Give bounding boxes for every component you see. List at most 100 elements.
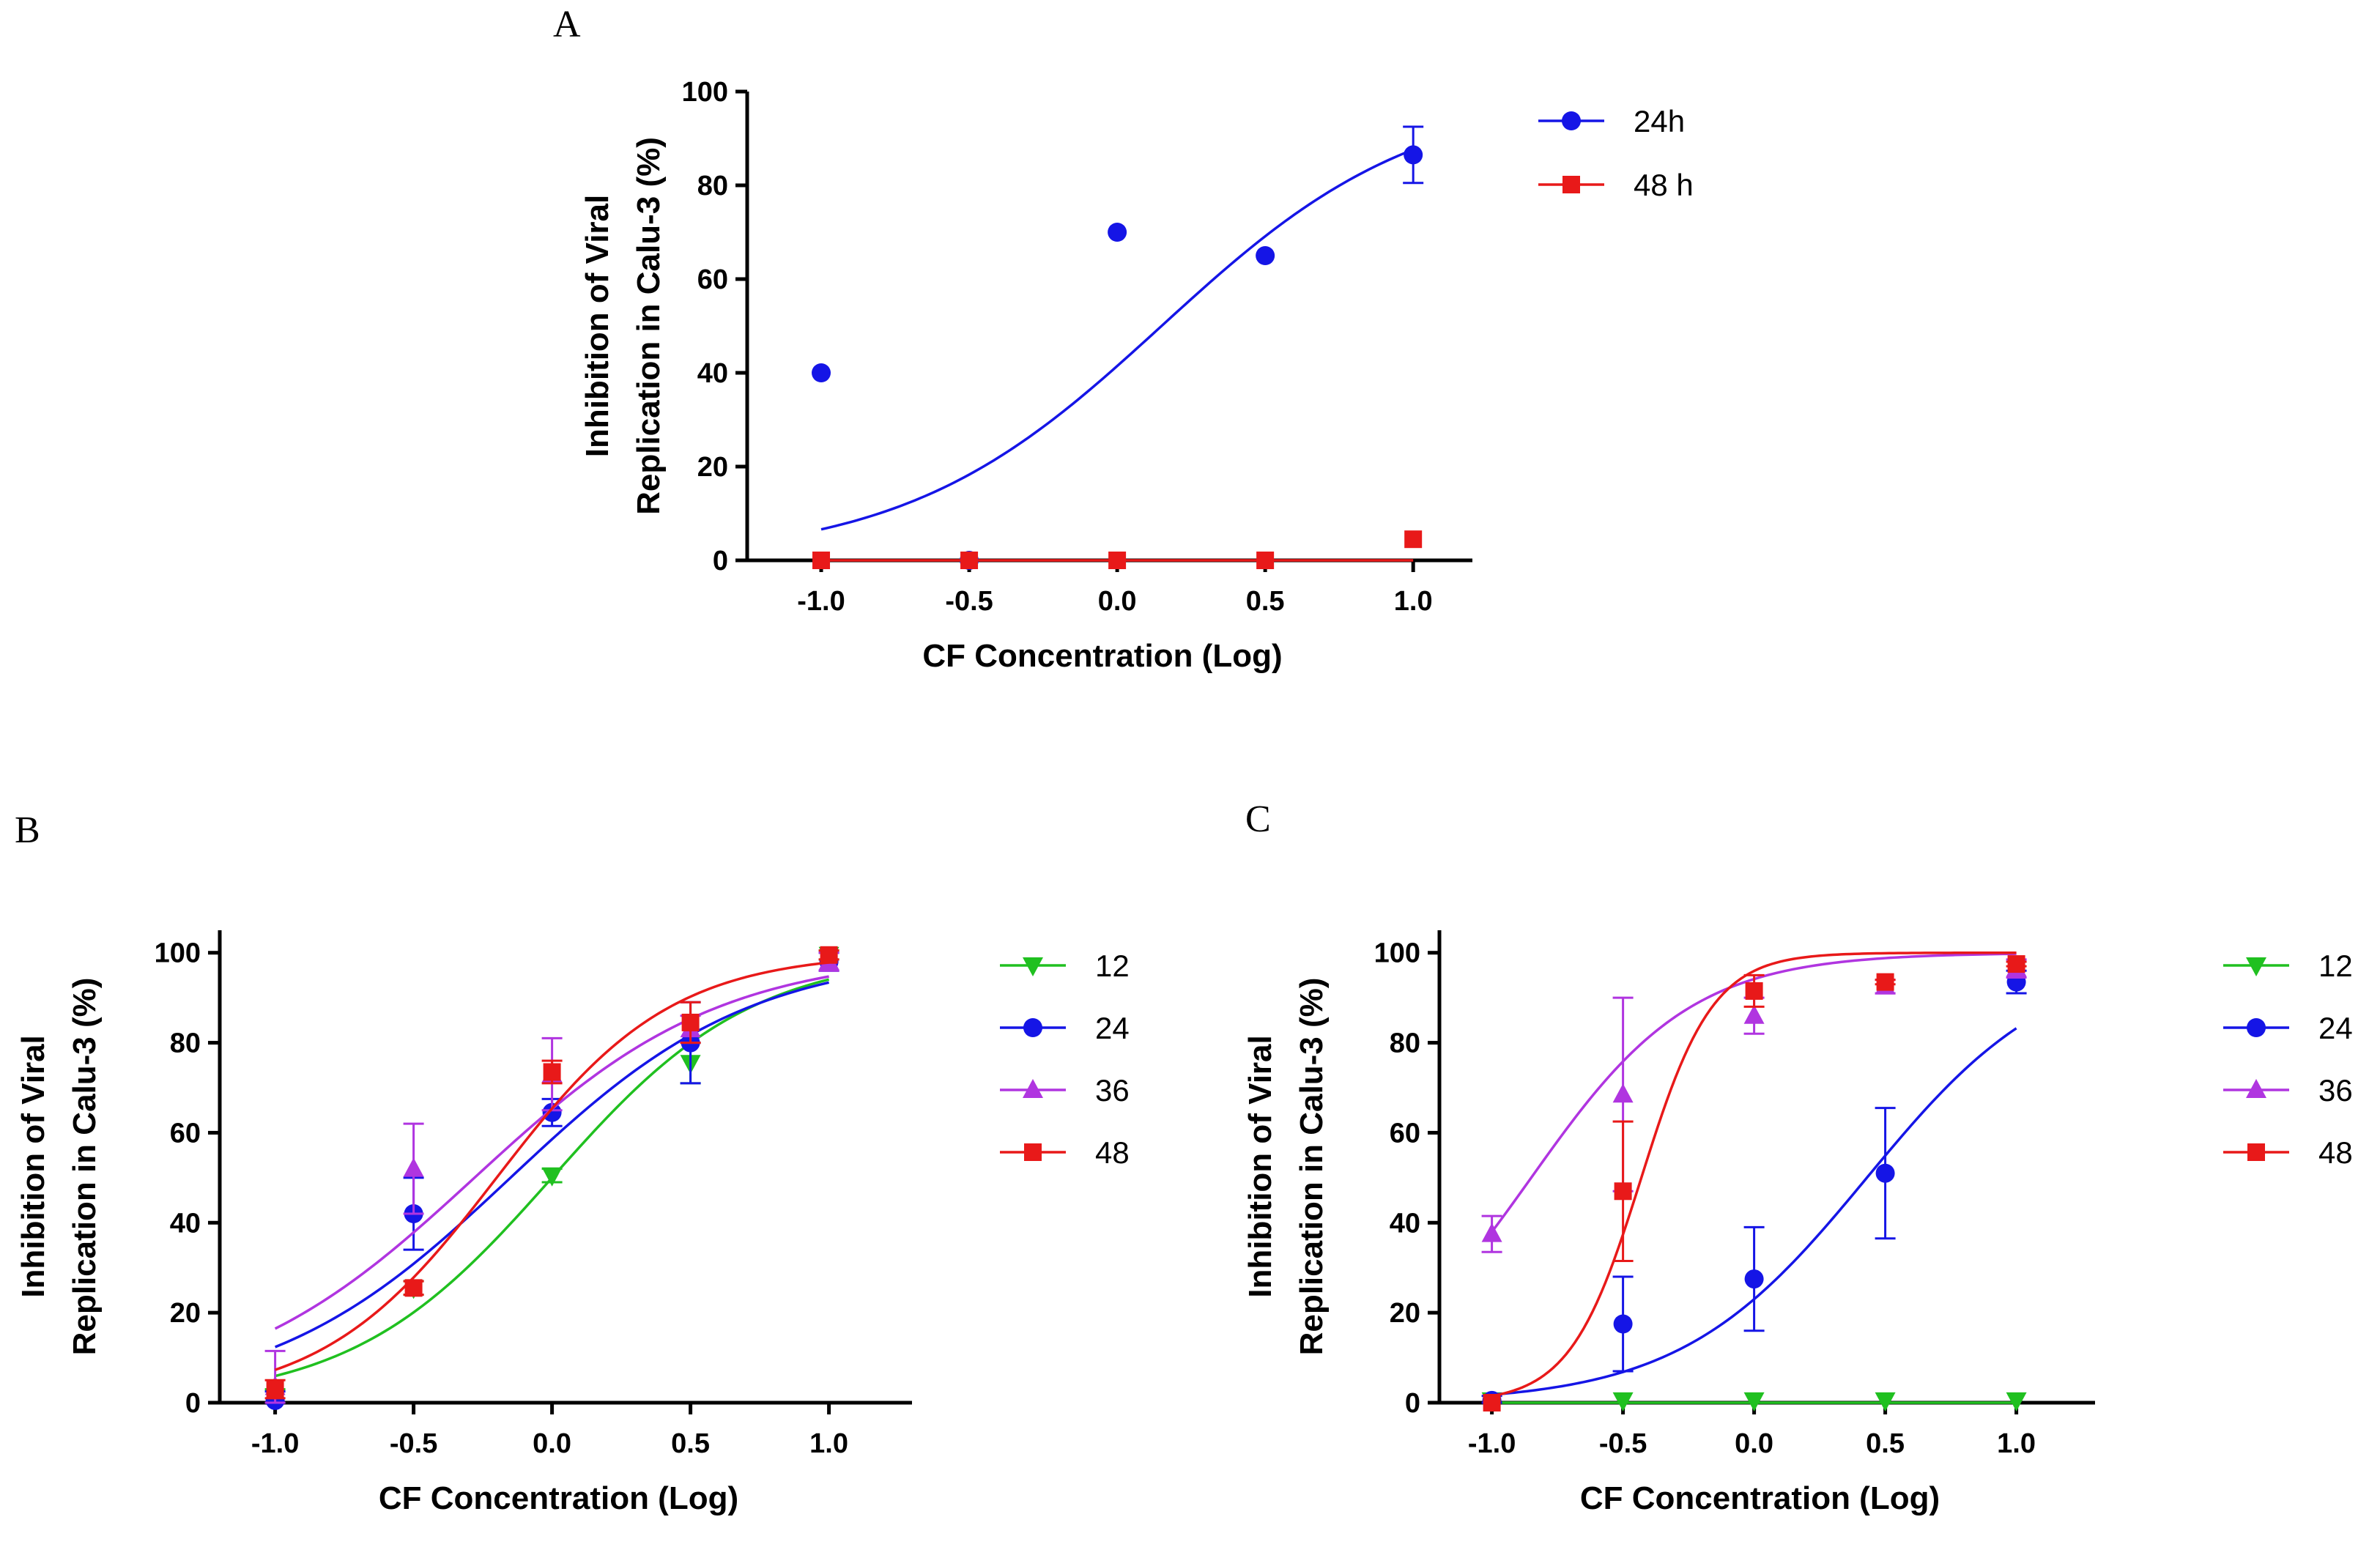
series-36: 36: [1481, 952, 2353, 1253]
legend-marker: [1023, 1018, 1042, 1037]
data-point: [960, 552, 979, 569]
legend-marker: [2247, 1018, 2266, 1037]
series-48: 48: [264, 946, 1130, 1400]
legend-label: 48 h: [1634, 168, 1694, 202]
legend-label: 12: [2318, 949, 2353, 983]
x-tick-label: -0.5: [945, 586, 993, 617]
panel-c: C 0 20 40 60 80 100 -1.0 -0.5 0.0 0.5 1.0 CF Concent…: [1242, 798, 2353, 1516]
x-tick-label: 0.0: [1735, 1428, 1773, 1459]
data-point: [1483, 1394, 1501, 1411]
series-48: 48: [1483, 951, 2353, 1411]
x-tick-label: 0.0: [1098, 586, 1137, 617]
legend-label: 24h: [1634, 104, 1685, 138]
data-point: [681, 1013, 700, 1031]
y-tick-label: 60: [1390, 1118, 1420, 1149]
y-axis-label: Inhibition of Viral: [579, 195, 615, 458]
series-12: 12: [1481, 949, 2353, 1411]
y-tick-label: 100: [1374, 938, 1420, 969]
fit-curve: [1491, 1027, 2017, 1396]
y-tick-label: 80: [697, 171, 728, 201]
y-tick-label: 40: [170, 1208, 201, 1239]
x-tick-label: 0.5: [1866, 1428, 1905, 1459]
series-24: 24: [1481, 969, 2353, 1410]
series-48h: 48 h: [812, 168, 1694, 569]
data-point: [1875, 1392, 1896, 1411]
panel-a: A 0 20 40 60 80 100 -1.0 -0.5 0.0 0.5 1.0 CF Concent…: [553, 4, 1694, 674]
legend-label: 24: [2318, 1011, 2353, 1045]
x-tick-label: 1.0: [1394, 586, 1433, 617]
data-point: [820, 946, 838, 964]
data-point: [1614, 1182, 1632, 1201]
data-point: [1612, 1083, 1634, 1103]
y-tick-label: 20: [1390, 1298, 1420, 1329]
y-axis-label: Replication in Calu-3 (%): [1294, 978, 1330, 1356]
legend-label: 36: [1095, 1073, 1130, 1108]
legend-label: 48: [2318, 1135, 2353, 1170]
panel-letter: A: [553, 4, 581, 45]
y-tick-label: 20: [697, 452, 728, 483]
data-point: [2007, 955, 2025, 973]
y-tick-label: 80: [170, 1028, 201, 1059]
legend-marker: [1024, 1143, 1042, 1161]
series-24h: 24h: [812, 104, 1685, 570]
data-point: [1404, 145, 1423, 165]
y-tick-label: 40: [697, 358, 728, 389]
y-tick-label: 20: [170, 1298, 201, 1329]
x-tick-label: -1.0: [797, 586, 845, 617]
legend-label: 36: [2318, 1073, 2353, 1108]
fit-curve: [820, 148, 1414, 531]
y-tick-label: 40: [1390, 1208, 1420, 1239]
legend-label: 48: [1095, 1135, 1130, 1170]
legend-marker: [2246, 1079, 2266, 1098]
data-point: [1404, 530, 1423, 549]
legend-marker: [1562, 111, 1581, 130]
data-point: [266, 1380, 284, 1398]
data-point: [542, 1102, 562, 1122]
fit-curve: [274, 981, 830, 1348]
data-point: [1612, 1392, 1634, 1411]
data-point: [1613, 1314, 1633, 1334]
data-point: [543, 1063, 561, 1081]
y-tick-label: 80: [1390, 1028, 1420, 1059]
data-point: [1875, 1163, 1895, 1183]
legend-marker: [1562, 176, 1580, 193]
legend-marker: [2247, 1143, 2265, 1161]
y-tick-label: 100: [155, 938, 201, 969]
y-tick-label: 0: [185, 1388, 201, 1419]
legend-label: 12: [1095, 949, 1130, 983]
legend-marker: [2246, 957, 2266, 976]
data-point: [1256, 552, 1275, 569]
data-point: [812, 363, 831, 382]
data-point: [1256, 246, 1275, 265]
data-point: [1481, 1223, 1502, 1242]
fit-curve: [275, 961, 829, 1371]
x-tick-label: -0.5: [1599, 1428, 1647, 1459]
data-point: [1743, 1392, 1765, 1411]
x-tick-label: -1.0: [251, 1428, 299, 1459]
panel-b: B 0 20 40 60 80 100 -1.0 -0.5 0.0 0.5 1.0 CF Concent…: [15, 809, 1130, 1516]
data-point: [404, 1279, 423, 1297]
y-tick-label: 0: [1405, 1388, 1420, 1419]
data-point: [1743, 1004, 1765, 1024]
data-point: [541, 1167, 563, 1187]
legend-marker: [1023, 957, 1043, 976]
data-point: [1745, 982, 1763, 1000]
x-tick-label: 0.5: [1246, 586, 1285, 617]
y-axis-label: Inhibition of Viral: [15, 1035, 51, 1298]
data-point: [1876, 973, 1894, 991]
x-tick-label: 0.5: [671, 1428, 710, 1459]
x-axis-label: CF Concentration (Log): [1580, 1480, 1940, 1516]
x-tick-label: 1.0: [1997, 1428, 2036, 1459]
y-axis-label: Replication in Calu-3 (%): [67, 978, 103, 1356]
panel-letter: C: [1245, 798, 1271, 840]
panel-letter: B: [15, 809, 40, 851]
x-tick-label: 1.0: [809, 1428, 848, 1459]
y-tick-label: 60: [697, 264, 728, 295]
x-tick-label: -0.5: [390, 1428, 437, 1459]
x-axis-label: CF Concentration (Log): [379, 1480, 738, 1516]
legend-label: 24: [1095, 1011, 1130, 1045]
data-point: [1744, 1269, 1764, 1289]
x-tick-label: 0.0: [533, 1428, 571, 1459]
data-point: [1108, 223, 1127, 242]
